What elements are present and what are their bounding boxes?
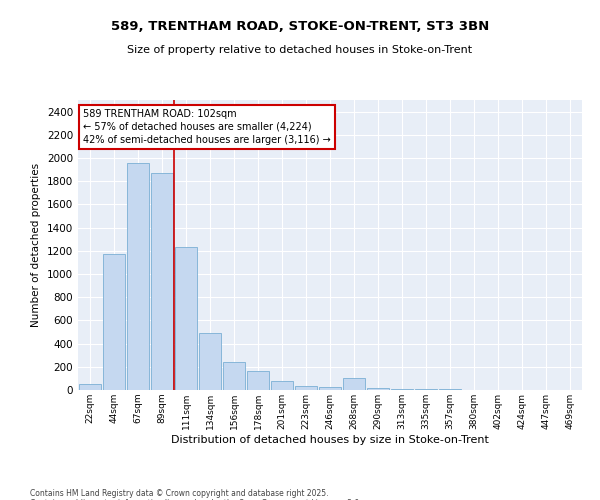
Y-axis label: Number of detached properties: Number of detached properties bbox=[31, 163, 41, 327]
Text: 589 TRENTHAM ROAD: 102sqm
← 57% of detached houses are smaller (4,224)
42% of se: 589 TRENTHAM ROAD: 102sqm ← 57% of detac… bbox=[83, 108, 331, 145]
Bar bbox=[343, 378, 365, 390]
Bar bbox=[127, 162, 149, 390]
Bar bbox=[247, 371, 269, 390]
X-axis label: Distribution of detached houses by size in Stoke-on-Trent: Distribution of detached houses by size … bbox=[171, 434, 489, 444]
Text: 589, TRENTHAM ROAD, STOKE-ON-TRENT, ST3 3BN: 589, TRENTHAM ROAD, STOKE-ON-TRENT, ST3 … bbox=[111, 20, 489, 33]
Bar bbox=[271, 382, 293, 390]
Bar bbox=[319, 386, 341, 390]
Bar bbox=[79, 384, 101, 390]
Bar bbox=[175, 248, 197, 390]
Bar bbox=[295, 386, 317, 390]
Bar bbox=[391, 389, 413, 390]
Text: Contains public sector information licensed under the Open Government Licence v3: Contains public sector information licen… bbox=[30, 498, 362, 500]
Bar bbox=[223, 362, 245, 390]
Bar bbox=[367, 388, 389, 390]
Text: Contains HM Land Registry data © Crown copyright and database right 2025.: Contains HM Land Registry data © Crown c… bbox=[30, 488, 329, 498]
Text: Size of property relative to detached houses in Stoke-on-Trent: Size of property relative to detached ho… bbox=[127, 45, 473, 55]
Bar bbox=[199, 333, 221, 390]
Bar bbox=[151, 173, 173, 390]
Bar bbox=[103, 254, 125, 390]
